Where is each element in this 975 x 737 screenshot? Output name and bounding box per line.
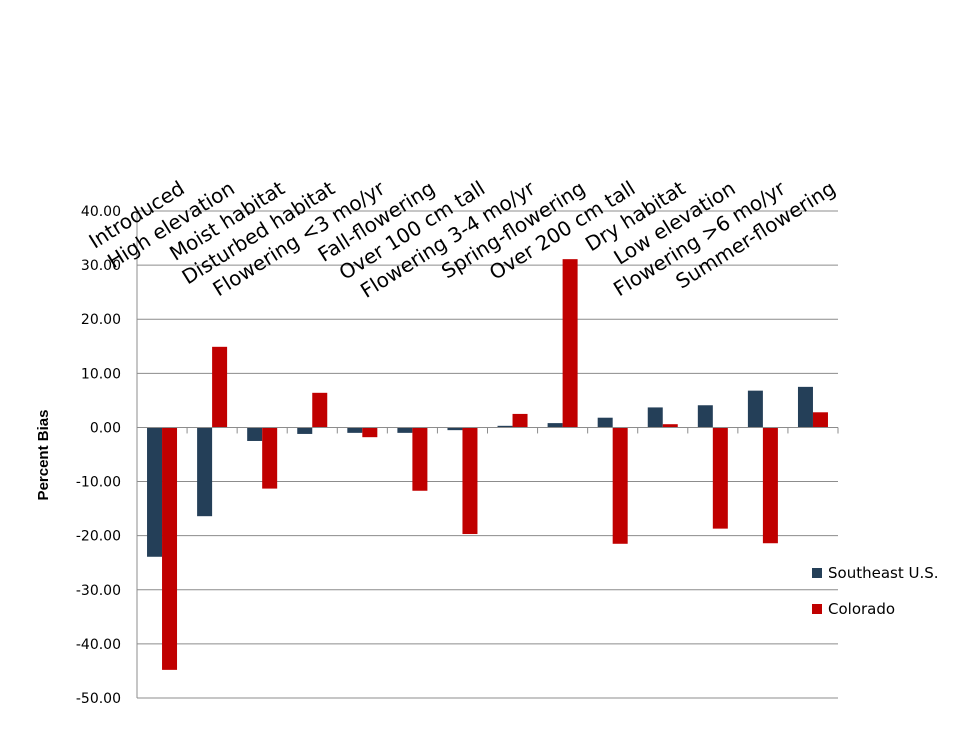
legend-label: Colorado bbox=[828, 600, 895, 618]
bar-southeast bbox=[447, 427, 463, 431]
y-tick-label: -10.00 bbox=[76, 475, 121, 491]
y-tick-label: 20.00 bbox=[81, 312, 121, 328]
y-tick-label: 0.00 bbox=[90, 420, 121, 436]
bar-southeast bbox=[497, 425, 513, 428]
y-tick-label: -50.00 bbox=[76, 691, 121, 707]
bar-southeast bbox=[397, 427, 413, 433]
bar-colorado bbox=[212, 346, 228, 428]
bar-colorado bbox=[662, 424, 678, 428]
bar-southeast bbox=[597, 417, 613, 428]
bar-colorado bbox=[262, 427, 278, 489]
bar-colorado bbox=[562, 259, 578, 428]
bar-colorado bbox=[812, 412, 828, 428]
bar-colorado bbox=[362, 427, 378, 438]
bar-colorado bbox=[162, 427, 178, 670]
bars bbox=[147, 259, 828, 670]
y-tick-label: 10.00 bbox=[81, 366, 121, 382]
bar-southeast bbox=[347, 427, 363, 433]
gridlines bbox=[137, 210, 838, 699]
bar-colorado bbox=[612, 427, 628, 544]
legend: Southeast U.S. Colorado bbox=[812, 564, 939, 618]
bar-southeast bbox=[197, 427, 213, 517]
bar-southeast bbox=[547, 423, 563, 428]
bar-colorado bbox=[712, 427, 728, 529]
y-tick-label: 30.00 bbox=[81, 258, 121, 274]
bar-colorado bbox=[412, 427, 428, 491]
bar-southeast bbox=[647, 407, 663, 428]
bar-colorado bbox=[312, 392, 328, 428]
bar-southeast bbox=[797, 386, 813, 428]
y-tick-label: 40.00 bbox=[81, 204, 121, 220]
bar-southeast bbox=[697, 405, 713, 428]
legend-swatch bbox=[812, 568, 822, 578]
bar-colorado bbox=[512, 413, 528, 428]
bar-southeast bbox=[247, 427, 263, 441]
bar-colorado bbox=[762, 427, 778, 544]
y-tick-label: -40.00 bbox=[76, 637, 121, 653]
bar-southeast bbox=[297, 427, 313, 434]
legend-swatch bbox=[812, 604, 822, 614]
bar-colorado bbox=[462, 427, 478, 535]
y-tick-label: -30.00 bbox=[76, 583, 121, 599]
legend-label: Southeast U.S. bbox=[828, 564, 939, 582]
y-tick-label: -20.00 bbox=[76, 529, 121, 545]
axes bbox=[136, 211, 839, 698]
y-tick-labels: 40.00 30.00 20.00 10.00 0.00 -10.00 -20.00 -30.… bbox=[76, 204, 121, 707]
bar-southeast bbox=[747, 390, 763, 428]
bar-southeast bbox=[147, 427, 163, 557]
y-axis-label: Percent Bias bbox=[35, 410, 52, 501]
